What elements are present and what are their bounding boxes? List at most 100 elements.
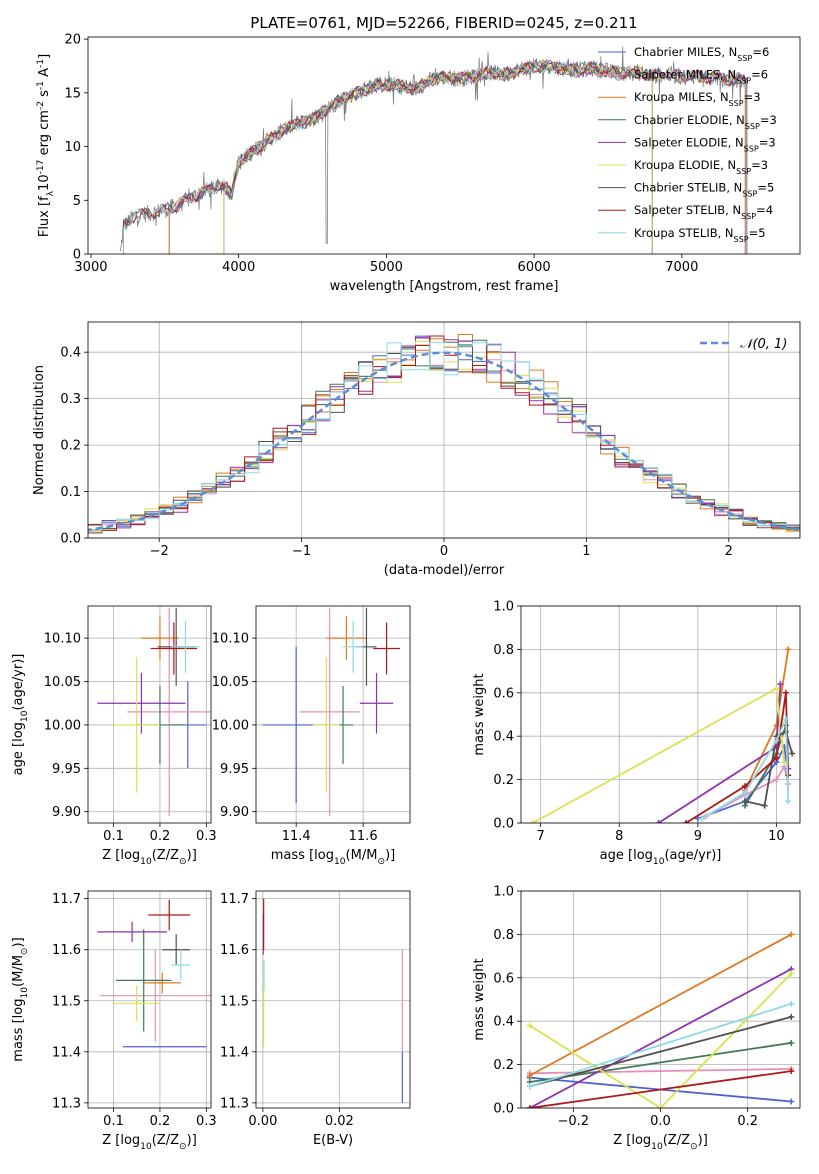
x-tick-label: 7000	[665, 260, 698, 275]
weight-line-salpeter-elodie	[529, 968, 792, 1108]
x-axis-label: (data-model)/error	[384, 563, 505, 578]
error-point-salpeter-elodie	[97, 921, 167, 943]
y-tick-label: 0.3	[60, 392, 81, 407]
y-tick-label: 20	[64, 33, 81, 48]
x-tick-label: 9	[694, 829, 702, 844]
weight-marker-salpeter-stelib	[741, 783, 748, 790]
x-axis-label: E(B-V)	[313, 1133, 353, 1148]
legend-entry-kroupa-elodie: Kroupa ELODIE, NSSP=3	[634, 158, 768, 176]
weight-marker-salpeter-miles	[773, 776, 780, 783]
age-vs-Z-plot-area	[97, 607, 211, 817]
y-tick-label: 0	[73, 248, 81, 263]
age-vs-mass-axes: 11.4 11.6 9.90 9.95 10.00 10.05 10.10 mass [log…	[212, 605, 411, 867]
x-tick-label: 0.1	[103, 1114, 124, 1129]
weight-vs-age-frame	[520, 605, 801, 824]
x-tick-label: 0.2	[150, 1114, 171, 1129]
weight-line-kroupa-stelib	[529, 1002, 792, 1088]
weight-vs-Z-axes: −0.2 0.0 0.2 0.0 0.2 0.4 0.6 0.8 1.0 Z [log10(Z/Z…	[472, 885, 801, 1152]
x-tick-label: 7	[537, 829, 545, 844]
weight-marker-chabrier-stelib	[761, 802, 768, 809]
legend-entry-chabrier-elodie: Chabrier ELODIE, NSSP=3	[634, 113, 777, 131]
weight-marker-kroupa-stelib	[526, 1083, 533, 1090]
y-tick-label: 11.3	[52, 1096, 81, 1111]
x-tick-label: 11.4	[282, 829, 311, 844]
mass-vs-Z-plot-area	[97, 899, 211, 1048]
y-tick-label: 9.90	[52, 805, 81, 820]
x-tick-label: 0.00	[248, 1114, 277, 1129]
residuals-frame	[87, 321, 801, 539]
error-point-kroupa-stelib	[171, 620, 200, 673]
error-point-kroupa-miles	[326, 616, 367, 660]
weight-marker-kroupa-elodie	[788, 970, 795, 977]
weight-marker-kroupa-elodie	[773, 685, 780, 692]
mass-vs-ebv-plot-area	[262, 898, 403, 1103]
y-tick-label: 0.2	[493, 773, 514, 788]
y-axis-label: Normed distribution	[32, 365, 47, 495]
x-tick-label: −0.2	[558, 1114, 590, 1129]
x-axis-label: mass [log10(M/M⊙)]	[271, 848, 395, 867]
x-axis-label: wavelength [Angstrom, rest frame]	[330, 279, 559, 294]
weight-marker-kroupa-miles	[526, 1072, 533, 1079]
y-tick-label: 11.3	[220, 1096, 249, 1111]
y-axis-label: mass weight	[472, 958, 487, 1040]
y-tick-label: 0.4	[493, 1015, 514, 1030]
y-tick-label: 15	[64, 86, 81, 101]
y-axis-label: age [log10(age/yr)]	[11, 654, 30, 776]
y-tick-label: 0.4	[493, 730, 514, 745]
age-vs-mass-plot-area	[262, 607, 400, 817]
error-point-salpeter-stelib	[150, 622, 198, 675]
weight-vs-Z-frame	[520, 890, 801, 1109]
weight-marker-chabrier-miles	[788, 1098, 795, 1105]
y-tick-label: 9.95	[220, 762, 249, 777]
legend-entry-chabrier-stelib: Chabrier STELIB, NSSP=5	[634, 181, 774, 199]
y-tick-label: 10.10	[212, 632, 249, 647]
x-tick-label: −2	[150, 544, 169, 559]
y-tick-label: 0.2	[60, 439, 81, 454]
spectrum-frame	[87, 36, 801, 255]
x-axis-label: Z [log10(Z/Z⊙)]	[102, 1133, 197, 1152]
error-point-chabrier-elodie	[115, 929, 172, 1032]
error-point-kroupa-elodie	[113, 985, 160, 1022]
y-tick-label: 11.7	[220, 892, 249, 907]
error-point-kroupa-elodie	[312, 657, 340, 793]
residuals-plot-area	[88, 334, 800, 537]
y-tick-label: 10.00	[44, 718, 81, 733]
error-point-salpeter-stelib	[373, 622, 400, 675]
weight-marker-kroupa-elodie	[657, 1105, 664, 1108]
weight-line-salpeter-stelib	[529, 1070, 792, 1108]
y-axis-label: Flux [fλ10-17 erg cm-2 s-1 A-1]	[36, 54, 56, 237]
y-tick-label: 0.6	[493, 686, 514, 701]
weight-marker-salpeter-stelib	[526, 1105, 533, 1108]
y-tick-label: 10	[64, 140, 81, 155]
weight-marker-chabrier-stelib	[741, 798, 748, 805]
y-tick-label: 9.95	[52, 762, 81, 777]
x-tick-label: 0.2	[150, 829, 171, 844]
model-spectrum-salpeter-stelib	[123, 60, 748, 254]
error-point-kroupa-stelib	[343, 620, 364, 673]
weight-marker-kroupa-stelib	[741, 789, 748, 796]
y-tick-label: 0.8	[493, 643, 514, 658]
mass-vs-ebv-axes: 0.00 0.02 11.3 11.4 11.5 11.6 11.7 E(B-V)	[220, 890, 411, 1148]
weight-marker-kroupa-stelib	[698, 815, 705, 822]
x-tick-label: 0.2	[737, 1114, 758, 1129]
weight-marker-salpeter-stelib	[773, 754, 780, 761]
error-point-salpeter-miles	[299, 607, 360, 817]
error-point-salpeter-miles	[127, 607, 211, 817]
mass-vs-Z-frame	[87, 890, 212, 1109]
y-tick-label: 10.00	[212, 718, 249, 733]
x-tick-label: 0	[440, 544, 448, 559]
x-tick-label: 8	[615, 829, 623, 844]
weight-vs-age-axes: 7 8 9 10 0.0 0.2 0.4 0.6 0.8 1.0 age [log10(age/yr…	[472, 600, 801, 867]
error-point-salpeter-elodie	[97, 672, 186, 734]
model-spectrum-salpeter-elodie	[223, 59, 653, 254]
y-tick-label: 0.4	[60, 346, 81, 361]
spectrum-title: PLATE=0761, MJD=52266, FIBERID=0245, z=0…	[250, 14, 637, 32]
legend-entry-salpeter-elodie: Salpeter ELODIE, NSSP=3	[634, 135, 776, 153]
age-vs-Z-axes: 0.1 0.2 0.3 9.90 9.95 10.00 10.05 10.10 Z [log10…	[11, 605, 217, 867]
legend-entry-salpeter-stelib: Salpeter STELIB, NSSP=4	[634, 203, 773, 221]
y-tick-label: 1.0	[493, 600, 514, 615]
model-spectrum-kroupa-stelib	[123, 60, 748, 254]
x-tick-label: 2	[725, 544, 733, 559]
x-tick-label: 0.1	[103, 829, 124, 844]
weight-marker-salpeter-stelib	[788, 1068, 795, 1075]
